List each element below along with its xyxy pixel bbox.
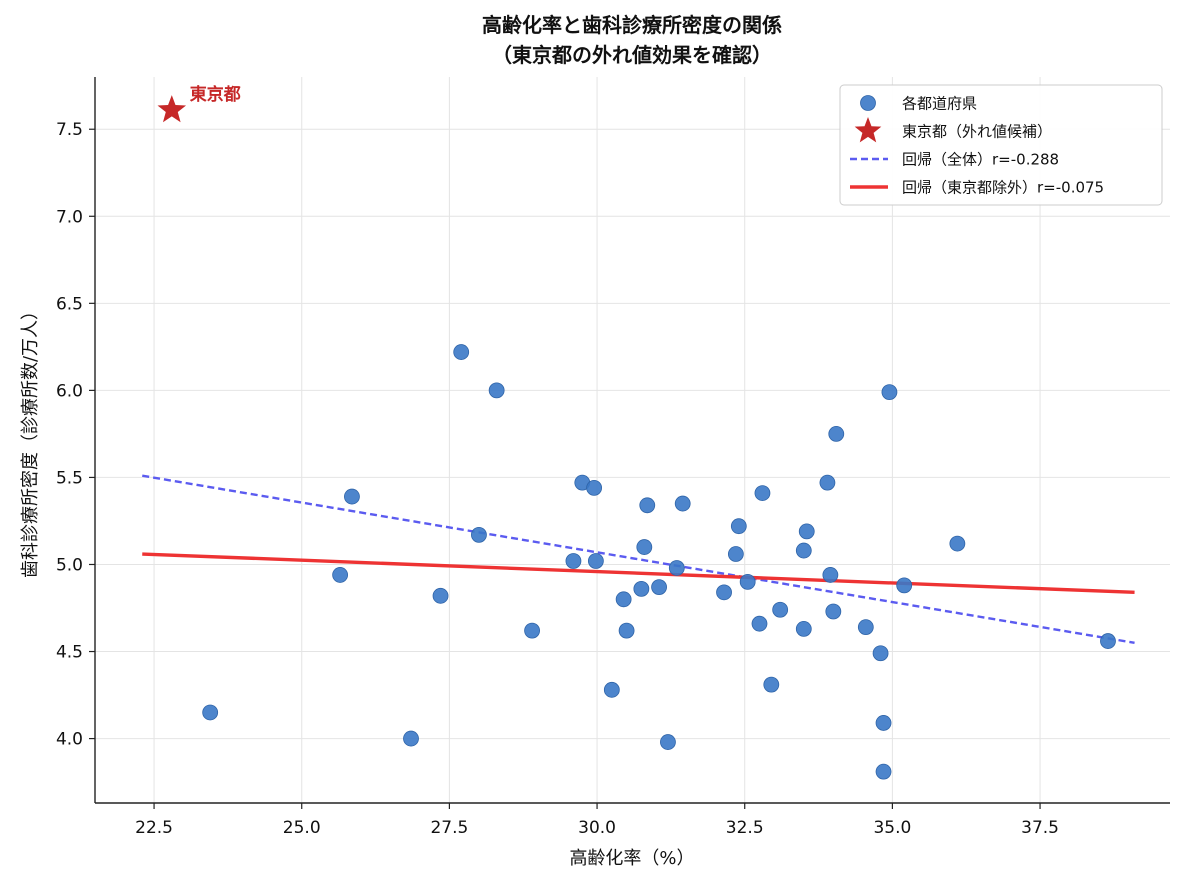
- prefecture-point: [586, 479, 603, 496]
- x-tick-label: 30.0: [578, 818, 616, 838]
- prefecture-point: [857, 619, 874, 636]
- x-tick-label: 25.0: [283, 818, 321, 838]
- regression-line-excluding-tokyo: [142, 552, 1135, 595]
- prefecture-point: [795, 542, 812, 559]
- prefecture-point: [332, 567, 349, 583]
- y-tick-label: 4.5: [56, 643, 83, 663]
- prefecture-point: [651, 579, 667, 596]
- prefecture-point: [524, 622, 540, 639]
- axes: [89, 77, 1170, 809]
- prefecture-point: [587, 553, 604, 569]
- prefecture-point: [668, 560, 685, 576]
- x-tick-label: 35.0: [873, 818, 911, 838]
- y-tick-label: 7.0: [56, 207, 83, 227]
- prefecture-point: [881, 384, 898, 401]
- prefecture-point: [618, 622, 635, 639]
- chart-title: 高齢化率と歯科診療所密度の関係: [482, 13, 782, 37]
- prefecture-point: [949, 535, 966, 552]
- legend-label: 各都道府県: [902, 95, 977, 113]
- y-tick-label: 6.5: [56, 294, 83, 314]
- prefecture-point: [615, 591, 632, 608]
- prefecture-point: [875, 715, 892, 731]
- data-points: [157, 95, 1116, 780]
- y-tick-label: 6.0: [56, 381, 83, 401]
- x-tick-label: 37.5: [1021, 818, 1059, 838]
- legend-label: 東京都（外れ値候補）: [902, 123, 1052, 141]
- y-tick-label: 5.5: [56, 468, 83, 488]
- prefecture-point: [674, 495, 691, 512]
- prefecture-point: [828, 426, 845, 442]
- prefecture-point: [798, 523, 815, 540]
- prefecture-point: [875, 763, 892, 780]
- prefecture-point: [819, 474, 836, 491]
- prefecture-point: [432, 587, 449, 604]
- y-tick-label: 5.0: [56, 555, 83, 575]
- x-axis-label: 高齢化率（%）: [569, 848, 694, 869]
- y-axis-label: 歯科診療所密度（診療所数/万人）: [20, 302, 41, 578]
- prefecture-point: [822, 567, 839, 583]
- prefecture-point: [1100, 633, 1116, 649]
- prefecture-point: [795, 620, 812, 637]
- regression-lines: [142, 474, 1135, 645]
- prefecture-point: [344, 488, 360, 505]
- prefecture-point: [639, 497, 656, 514]
- prefecture-point: [603, 681, 620, 698]
- legend-label: 回帰（東京都除外）r=-0.075: [902, 179, 1104, 197]
- prefecture-point: [825, 603, 842, 620]
- prefecture-point: [763, 676, 780, 693]
- legend-marker-star: [854, 117, 882, 143]
- prefecture-point: [636, 539, 653, 555]
- tokyo-annotation: 東京都: [190, 84, 241, 105]
- x-tick-label: 32.5: [726, 818, 764, 838]
- legend-marker-circle: [860, 95, 876, 111]
- tick-labels: 22.5 25.0 27.5 30.0 32.5 35.0 37.5 4.0 4.5 5.0 5.5…: [56, 120, 1059, 838]
- annotations: 東京都: [190, 84, 241, 105]
- prefecture-point: [739, 573, 756, 590]
- prefecture-point: [660, 734, 676, 750]
- prefecture-point: [488, 382, 505, 399]
- tokyo-star-point: [157, 95, 187, 123]
- prefecture-point: [754, 485, 771, 502]
- y-tick-label: 4.0: [56, 730, 83, 750]
- legend-box: [839, 84, 1163, 206]
- chart-subtitle: （東京都の外れ値効果を確認）: [492, 43, 772, 67]
- prefecture-point: [716, 584, 732, 601]
- x-tick-label: 27.5: [430, 818, 468, 838]
- prefecture-point: [403, 730, 419, 747]
- prefecture-point: [633, 580, 650, 597]
- x-tick-label: 22.5: [135, 818, 173, 838]
- legend-label: 回帰（全体）r=-0.288: [902, 151, 1059, 169]
- prefecture-point: [730, 518, 747, 535]
- prefecture-point: [872, 645, 889, 662]
- prefecture-point: [565, 553, 582, 569]
- prefecture-point: [471, 526, 487, 543]
- prefecture-point: [202, 704, 219, 721]
- prefecture-point: [896, 577, 913, 594]
- prefecture-point: [727, 546, 744, 562]
- regression-line-all: [142, 474, 1135, 645]
- prefecture-point: [453, 344, 470, 360]
- prefecture-point: [772, 601, 789, 618]
- prefecture-point: [751, 615, 768, 632]
- y-tick-label: 7.5: [56, 120, 83, 140]
